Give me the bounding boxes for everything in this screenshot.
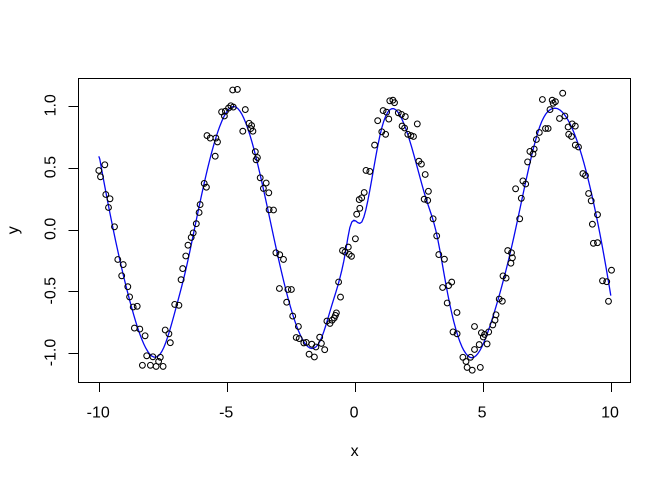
svg-text:y: y (5, 226, 22, 234)
svg-text:0: 0 (350, 404, 359, 421)
svg-text:10: 10 (601, 404, 619, 421)
svg-text:x: x (351, 443, 359, 460)
svg-text:5: 5 (478, 404, 487, 421)
svg-text:1.0: 1.0 (43, 94, 60, 116)
svg-text:-1.0: -1.0 (43, 339, 60, 367)
svg-text:0.5: 0.5 (43, 156, 60, 178)
svg-text:-10: -10 (87, 404, 110, 421)
svg-text:0.0: 0.0 (43, 218, 60, 240)
svg-text:-5: -5 (219, 404, 233, 421)
svg-text:-0.5: -0.5 (43, 277, 60, 305)
